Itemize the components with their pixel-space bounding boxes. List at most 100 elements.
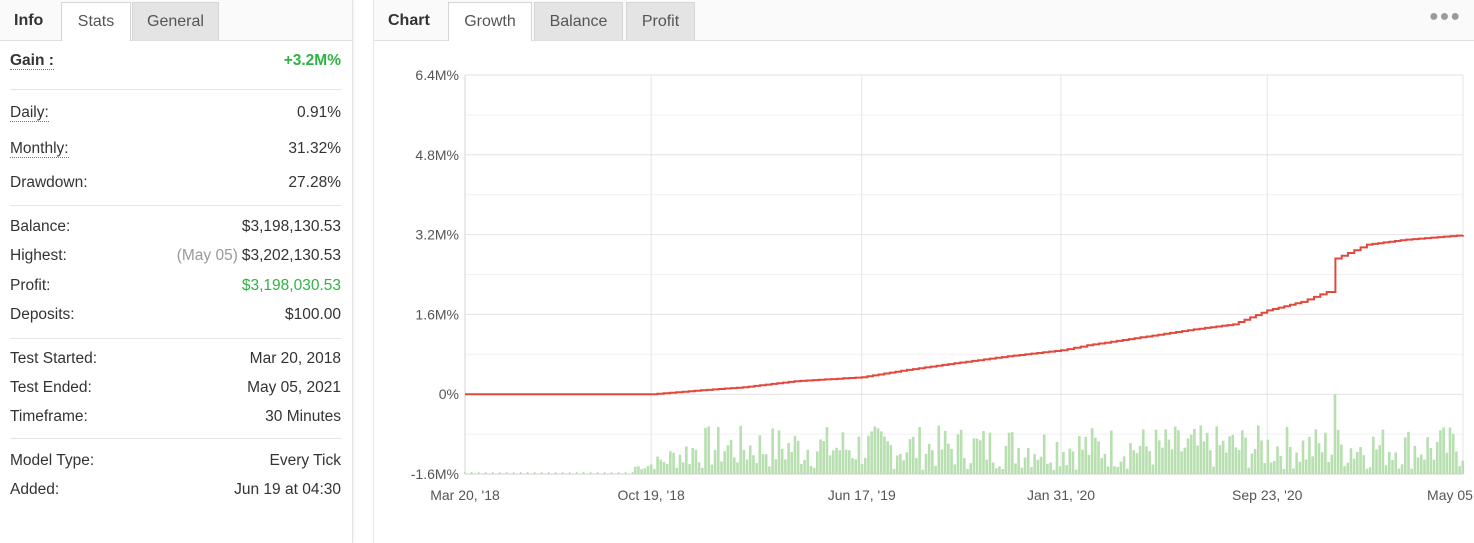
- trade-bar: [1225, 452, 1228, 474]
- trade-bar: [716, 427, 720, 474]
- gain-label[interactable]: Gain :: [10, 52, 54, 70]
- test-ended-row: Test Ended: May 05, 2021: [10, 376, 341, 400]
- trade-bar: [1055, 441, 1059, 474]
- trade-bar: [1394, 452, 1397, 474]
- drawdown-row: Drawdown: 27.28%: [10, 171, 341, 195]
- daily-label[interactable]: Daily:: [10, 104, 49, 122]
- deposits-label: Deposits:: [10, 306, 75, 323]
- highest-value-wrap: (May 05) $3,202,130.53: [177, 247, 341, 265]
- trade-bar: [1148, 451, 1151, 474]
- trade-bar: [633, 466, 637, 474]
- monthly-label[interactable]: Monthly:: [10, 140, 69, 158]
- model-type-value: Every Tick: [269, 452, 341, 469]
- added-label: Added:: [10, 481, 60, 498]
- trade-bar: [1202, 441, 1206, 474]
- tab-balance[interactable]: Balance: [534, 2, 623, 40]
- trade-bar: [969, 463, 973, 474]
- y-tick-label: 0%: [439, 386, 459, 402]
- trade-bar: [905, 452, 909, 474]
- trade-bar: [857, 436, 861, 474]
- trade-bar: [825, 427, 829, 474]
- trade-bar: [911, 436, 915, 474]
- trade-bar: [512, 472, 515, 474]
- test-started-row: Test Started: Mar 20, 2018: [10, 347, 341, 371]
- trade-bar: [1094, 437, 1097, 474]
- tab-chart[interactable]: Chart: [388, 12, 430, 29]
- trade-bar: [985, 459, 988, 474]
- growth-chart: 6.4M% 4.8M% 3.2M% 1.6M% 0% -1.6M% Mar 20, '18…: [411, 67, 1474, 503]
- trade-bar: [1260, 440, 1263, 474]
- trade-bar: [1193, 428, 1196, 474]
- trade-bar: [1026, 448, 1030, 474]
- profit-row: Profit: $3,198,030.53: [10, 274, 341, 298]
- trade-bar: [1186, 438, 1190, 474]
- trade-bar: [1458, 466, 1461, 474]
- trade-bar: [812, 467, 816, 474]
- daily-value: 0.91%: [297, 104, 341, 121]
- trade-bar: [561, 472, 564, 474]
- trade-bar: [1221, 440, 1225, 474]
- trade-bar: [1391, 459, 1394, 474]
- tab-profit[interactable]: Profit: [626, 2, 695, 40]
- trade-bar: [1199, 425, 1203, 474]
- trade-bar: [1065, 465, 1068, 474]
- trade-bar: [953, 464, 957, 474]
- trade-bar: [1138, 445, 1142, 474]
- tab-stats[interactable]: Stats: [61, 2, 131, 41]
- trade-bar: [787, 442, 790, 474]
- trade-bar: [1368, 467, 1372, 474]
- trade-bar: [780, 448, 784, 474]
- trade-bar: [742, 450, 746, 474]
- trade-bar: [637, 466, 640, 474]
- trade-bar: [1282, 469, 1286, 474]
- trade-bar: [649, 464, 653, 474]
- trade-bar: [1132, 450, 1135, 474]
- trade-bar: [790, 451, 794, 474]
- trade-bar: [991, 462, 995, 474]
- trade-bar: [1269, 462, 1273, 474]
- trade-bar: [1157, 440, 1161, 474]
- trade-bar: [1036, 459, 1040, 474]
- trade-bar: [803, 459, 806, 474]
- trade-bar: [937, 425, 941, 474]
- highest-value: $3,202,130.53: [241, 247, 341, 264]
- trade-bar: [1419, 454, 1423, 474]
- trade-bar: [1381, 429, 1385, 474]
- trade-bar: [1397, 468, 1401, 474]
- trade-bar: [720, 461, 723, 474]
- trade-bar: [665, 463, 669, 474]
- profit-value: $3,198,030.53: [241, 277, 341, 294]
- trade-bar: [892, 468, 896, 474]
- trade-bar: [1256, 425, 1260, 474]
- trade-bar: [1196, 445, 1199, 474]
- trade-bar: [1340, 444, 1343, 474]
- test-ended-label: Test Ended:: [10, 379, 92, 396]
- tab-info[interactable]: Info: [14, 12, 44, 29]
- trade-bar: [1308, 436, 1311, 474]
- trade-bar: [1042, 434, 1046, 474]
- trade-bar: [863, 457, 867, 474]
- trade-bar: [1263, 463, 1266, 474]
- trade-bar: [526, 472, 529, 474]
- trade-bar: [1317, 443, 1321, 474]
- trade-bar: [713, 450, 717, 474]
- trade-bar: [1087, 454, 1091, 474]
- divider: [10, 205, 341, 206]
- trade-bar: [498, 472, 501, 474]
- x-tick-label: Jan 31, '20: [1027, 487, 1095, 503]
- trade-bar: [659, 459, 663, 474]
- trade-bar: [640, 469, 643, 474]
- tab-general[interactable]: General: [132, 2, 219, 40]
- grid-lines: [464, 74, 1464, 475]
- trade-bar: [1039, 456, 1043, 474]
- trade-bar: [1078, 436, 1081, 474]
- y-tick-label: 3.2M%: [415, 227, 459, 243]
- trade-bar: [1167, 439, 1171, 474]
- trade-bar: [617, 472, 620, 474]
- more-dots-icon[interactable]: ●●●: [1429, 8, 1461, 25]
- monthly-row: Monthly: 31.32%: [10, 137, 341, 161]
- trade-bar: [484, 472, 487, 474]
- tab-growth[interactable]: Growth: [448, 2, 532, 41]
- trade-bar: [1151, 464, 1155, 474]
- chart-panel: Chart Growth Balance Profit ●●● 6.4M% 4.8…: [373, 0, 1474, 543]
